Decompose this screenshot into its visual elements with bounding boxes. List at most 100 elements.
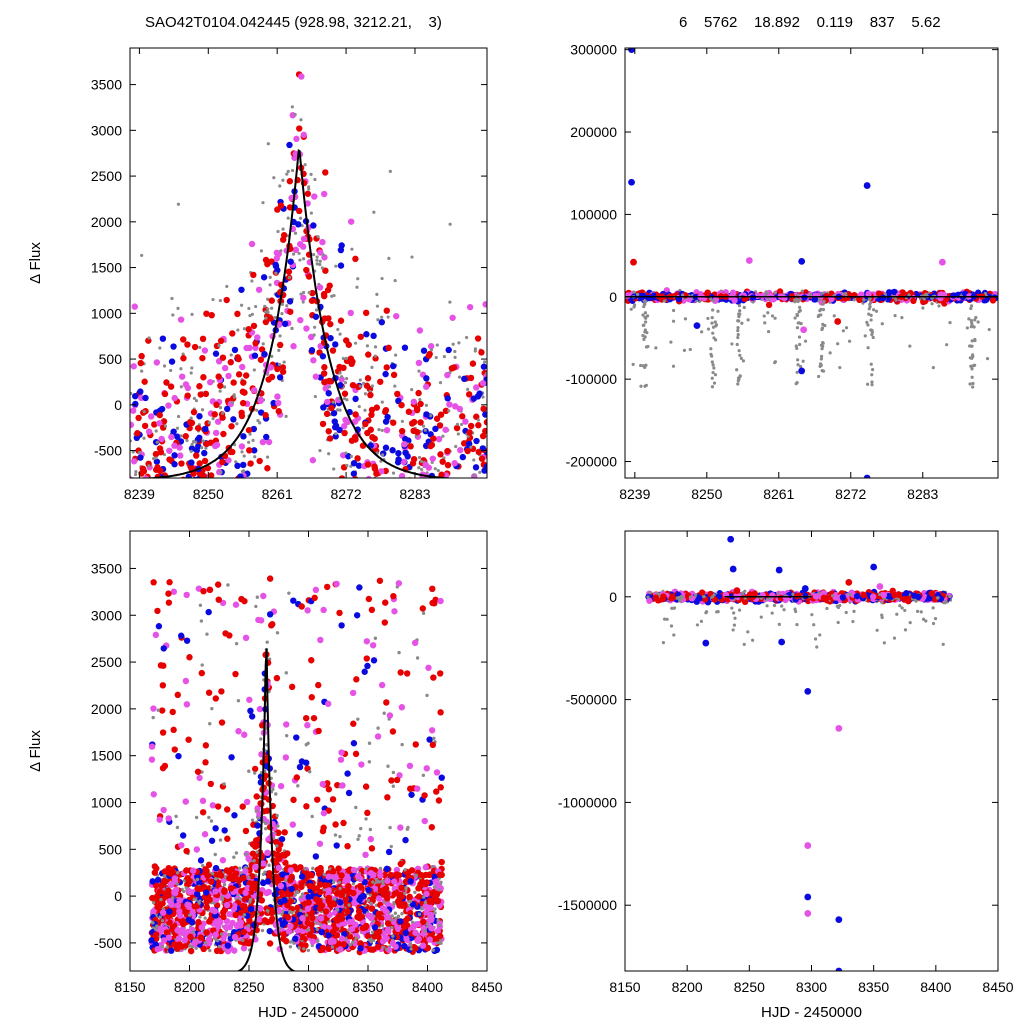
data-point [445, 501, 451, 507]
data-point [459, 478, 465, 484]
data-point [133, 472, 138, 477]
data-point [479, 380, 487, 387]
data-point [193, 477, 195, 478]
data-point [227, 933, 231, 937]
data-point [415, 893, 423, 900]
data-point [287, 867, 295, 874]
data-point [266, 611, 274, 618]
data-point [242, 913, 247, 917]
data-point [736, 332, 740, 337]
data-point [332, 821, 339, 828]
data-point [254, 604, 258, 609]
data-point [406, 825, 410, 830]
data-point [182, 381, 190, 388]
data-point [327, 334, 334, 342]
data-point [199, 797, 207, 805]
data-point [311, 594, 318, 602]
data-point [385, 506, 391, 512]
data-point [350, 460, 358, 467]
data-point [200, 472, 207, 478]
y-tick-label: 2500 [91, 168, 122, 184]
data-point [418, 511, 424, 517]
data-point [383, 426, 391, 434]
data-point [177, 316, 185, 323]
data-point [182, 433, 189, 440]
data-point [380, 428, 384, 433]
data-point [221, 411, 225, 415]
data-point [469, 360, 477, 367]
data-point [310, 222, 317, 229]
data-point [240, 928, 248, 936]
data-point [434, 537, 437, 540]
data-point [420, 918, 427, 925]
data-point [159, 909, 167, 916]
data-point [316, 284, 324, 291]
data-point [189, 515, 195, 521]
data-point [202, 390, 210, 398]
data-point [342, 878, 349, 885]
data-point [297, 316, 304, 324]
data-point [194, 873, 201, 880]
data-point [391, 890, 399, 897]
x-tick-label: 8250 [193, 486, 224, 502]
data-point [227, 495, 233, 501]
data-point [312, 853, 320, 860]
data-point [469, 495, 472, 498]
data-point [217, 344, 221, 348]
data-point [219, 932, 224, 936]
data-point [268, 275, 272, 279]
data-point [355, 285, 359, 289]
data-point [156, 816, 163, 823]
data-point [430, 481, 436, 487]
data-point [278, 835, 286, 843]
data-point [318, 448, 322, 453]
data-point [391, 770, 396, 775]
data-point [900, 316, 904, 320]
data-point [326, 435, 334, 442]
data-point [150, 908, 157, 915]
data-point [347, 903, 351, 907]
data-point [295, 889, 299, 894]
data-point [444, 483, 447, 486]
data-point [261, 201, 265, 205]
data-point [192, 396, 197, 400]
data-point [973, 363, 977, 367]
data-point [438, 774, 445, 781]
data-point [194, 440, 198, 444]
data-point [410, 255, 414, 259]
data-point [153, 588, 159, 594]
data-point [473, 437, 480, 445]
data-point [224, 835, 231, 842]
data-point [247, 769, 251, 773]
data-point [325, 377, 333, 385]
data-point [711, 325, 716, 329]
data-point [231, 812, 238, 819]
data-point [205, 861, 213, 869]
data-point [234, 310, 241, 318]
data-point [424, 403, 429, 407]
data-point [406, 504, 412, 510]
data-point [844, 326, 849, 330]
outlier-point [938, 258, 946, 266]
data-point [338, 475, 346, 478]
data-point [741, 359, 746, 363]
data-point [277, 882, 285, 890]
data-point [823, 323, 827, 328]
data-point [280, 312, 284, 316]
data-point [457, 341, 461, 345]
data-point [287, 922, 294, 930]
data-point [180, 480, 186, 486]
data-point [212, 350, 220, 357]
data-point [186, 654, 193, 661]
data-point [950, 292, 957, 299]
data-point [155, 924, 159, 928]
data-point [194, 399, 199, 403]
data-point [151, 715, 155, 720]
data-point [235, 422, 239, 426]
data-point [141, 422, 149, 430]
data-point [357, 404, 361, 409]
data-point [251, 438, 255, 442]
data-point [161, 390, 169, 398]
data-point [200, 374, 207, 381]
